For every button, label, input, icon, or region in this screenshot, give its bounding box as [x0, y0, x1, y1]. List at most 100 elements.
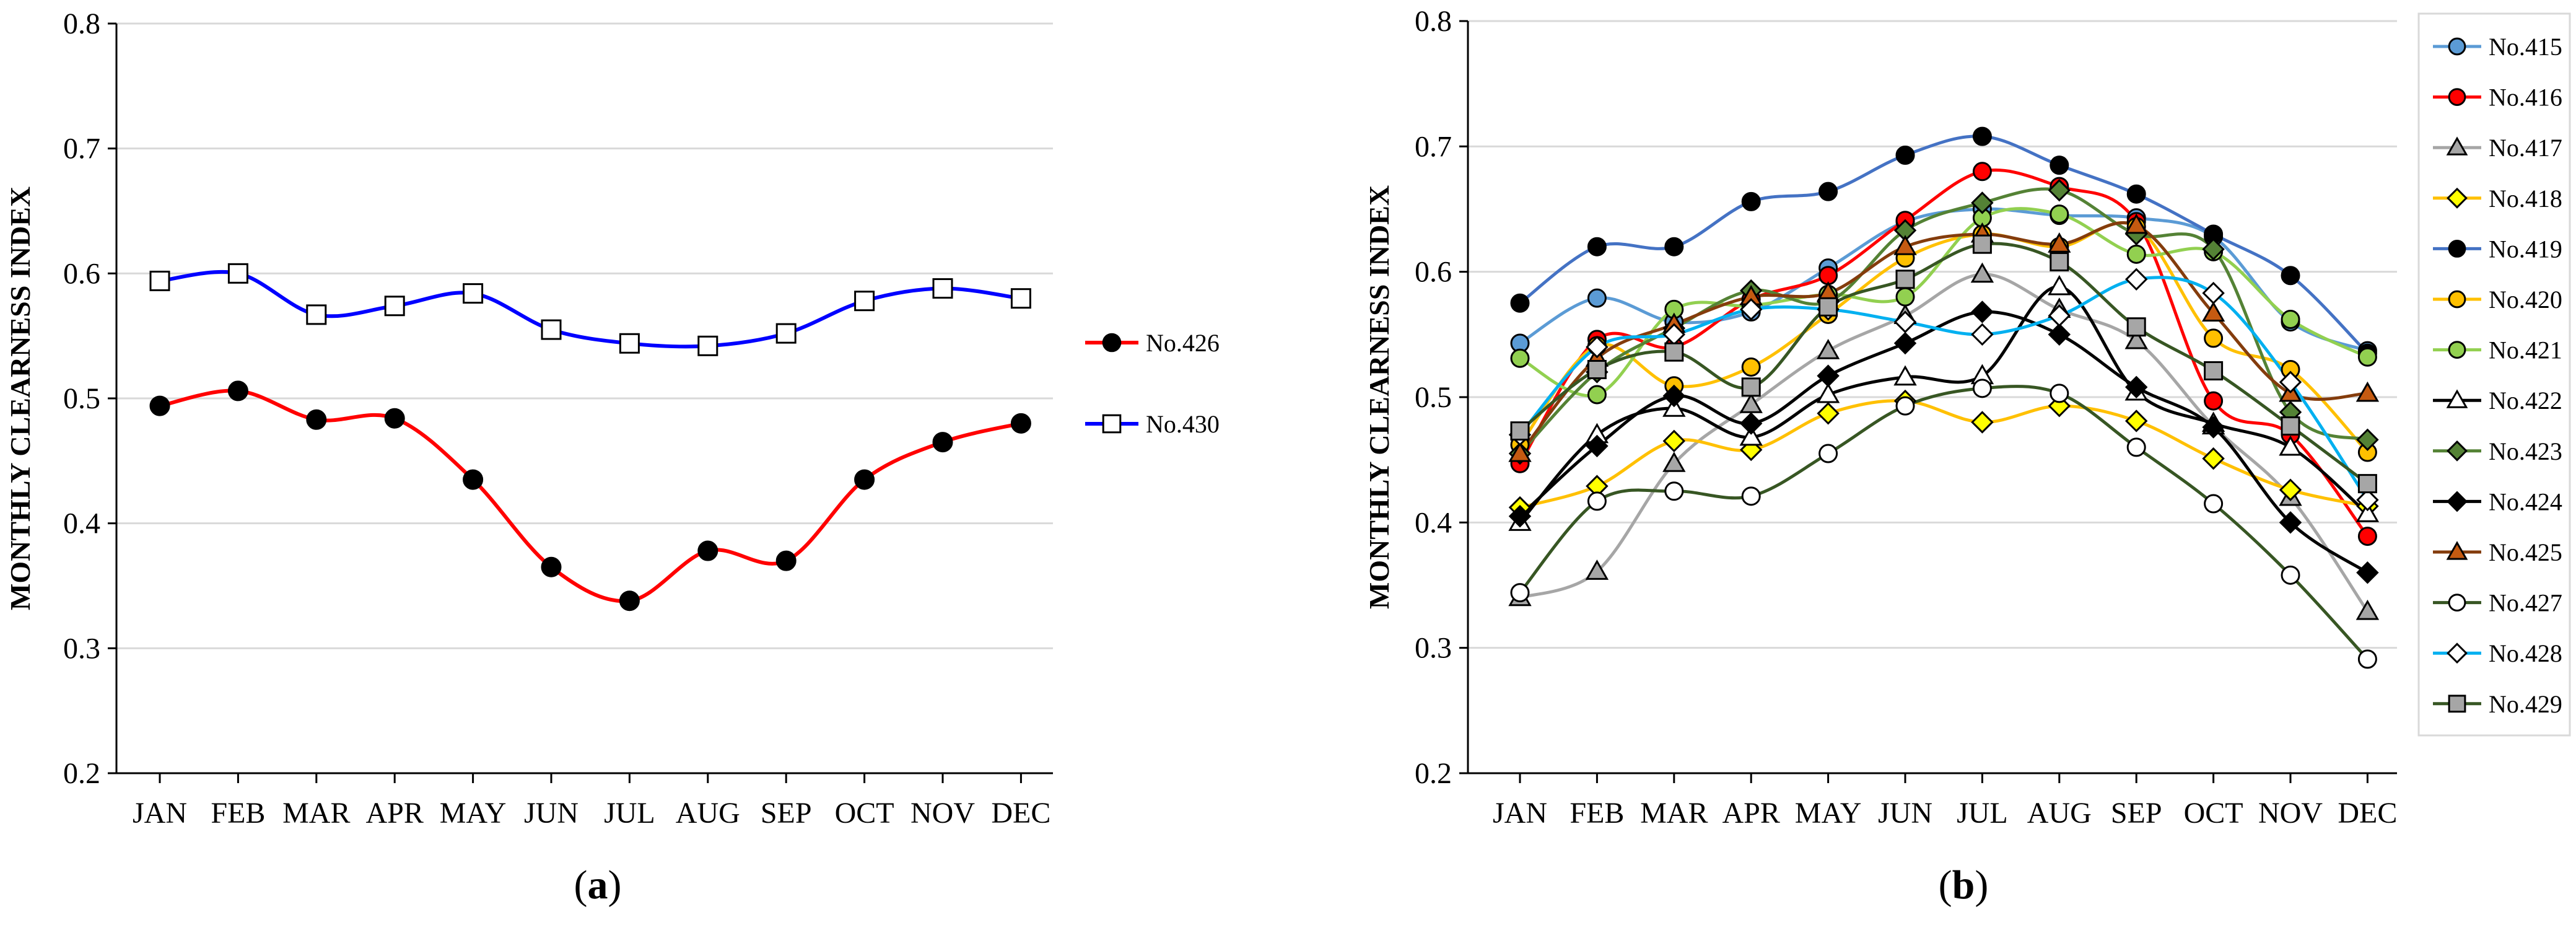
series-line-no429 [1518, 242, 2369, 486]
data-point-no422 [1816, 382, 1840, 403]
data-point-no428 [1739, 298, 1763, 321]
data-point-no425 [2201, 301, 2225, 322]
x-tick-label: NOV [2258, 797, 2323, 830]
panel-label: (b) [1939, 862, 1989, 908]
data-point-no427 [1741, 486, 1761, 506]
legend-swatch-marker [2448, 290, 2466, 309]
legend-swatch-marker [2448, 240, 2466, 258]
series-line-no428 [1518, 276, 2369, 502]
data-point-no427 [2050, 384, 2069, 403]
x-tick-label: JUN [524, 797, 579, 830]
data-point-no424 [1739, 412, 1763, 435]
data-point-no419 [2050, 156, 2069, 175]
data-point-no426 [775, 550, 797, 571]
data-point-no428 [2124, 268, 2148, 291]
series-line-no427 [1518, 385, 2369, 661]
y-tick-label: 0.6 [63, 257, 100, 290]
data-point-no417 [1662, 452, 1686, 472]
data-point-no423 [2202, 238, 2225, 261]
data-point-no427 [1818, 444, 1838, 463]
data-point-no422 [2356, 502, 2380, 522]
y-tick-label: 0.8 [1415, 5, 1452, 38]
data-point-no425 [1508, 441, 1532, 462]
data-point-no430 [932, 278, 953, 299]
legend-swatch-marker [1102, 414, 1122, 434]
data-point-no430 [306, 304, 327, 325]
data-point-no425 [1893, 235, 1917, 255]
x-tick-label: OCT [835, 797, 894, 830]
data-point-no426 [306, 409, 327, 430]
legend-entry-label: No.423 [2489, 437, 2562, 465]
y-axis-title: MONTHLY CLEARNESS INDEX [4, 186, 36, 610]
legend-swatch-marker [2446, 389, 2468, 408]
series-line-no416 [1518, 169, 2369, 538]
series-line-no426 [158, 388, 1023, 603]
data-point-no418 [1817, 402, 1840, 425]
data-point-no421 [1510, 348, 1530, 368]
x-tick-label: MAY [440, 797, 507, 830]
data-point-no424 [1893, 331, 1917, 355]
data-point-no419 [1510, 293, 1530, 313]
legend-entry-label: No.419 [2489, 235, 2562, 263]
data-point-no426 [227, 380, 248, 401]
data-point-no417 [1970, 262, 1994, 283]
y-axis-title: MONTHLY CLEARNESS INDEX [1363, 185, 1395, 609]
legend-entry-label: No.416 [2489, 84, 2562, 112]
x-tick-label: MAY [1795, 797, 1862, 830]
x-tick-label: SEP [2111, 797, 2162, 830]
data-point-no427 [2204, 494, 2224, 514]
series-line-no423 [1518, 187, 2369, 455]
data-point-no419 [1972, 126, 1992, 146]
data-point-no416 [2357, 527, 2377, 546]
data-point-no428 [1971, 323, 1994, 346]
series-line-no424 [1518, 310, 2369, 574]
data-point-no430 [149, 270, 170, 291]
data-point-no420 [2204, 328, 2224, 348]
y-tick-label: 0.5 [1415, 381, 1452, 414]
data-point-no426 [541, 556, 562, 577]
data-point-no428 [2048, 304, 2071, 327]
data-point-no427 [1587, 491, 1607, 511]
data-point-no430 [1010, 288, 1031, 309]
legend-entry-label: No.427 [2489, 589, 2562, 617]
x-tick-label: AUG [676, 797, 740, 830]
data-point-no424 [2279, 511, 2302, 534]
data-point-no429 [1895, 270, 1915, 289]
data-point-no429 [1972, 234, 1992, 254]
data-point-no428 [2279, 370, 2302, 393]
x-tick-label: JUL [1957, 797, 2008, 830]
legend-swatch-marker [1102, 333, 1122, 353]
data-point-no428 [2202, 281, 2225, 305]
legend-entry-label: No.415 [2489, 33, 2562, 61]
data-point-no421 [2126, 244, 2146, 264]
data-point-no428 [2356, 488, 2379, 512]
series-line-no417 [1518, 273, 2369, 613]
data-point-no430 [227, 263, 248, 284]
data-point-no421 [2281, 310, 2300, 330]
panel-label: (a) [574, 862, 622, 908]
x-tick-label: DEC [991, 797, 1050, 830]
data-point-no424 [1971, 300, 1994, 323]
x-tick-label: APR [366, 797, 424, 830]
series-line-no422 [1518, 285, 2369, 524]
data-point-no430 [463, 283, 484, 304]
x-tick-label: FEB [211, 797, 265, 830]
data-point-no430 [854, 291, 875, 312]
y-tick-label: 0.2 [1415, 757, 1452, 790]
data-point-no429 [2204, 361, 2224, 381]
data-point-no424 [1817, 364, 1840, 387]
x-tick-label: MAR [1640, 797, 1708, 830]
data-point-no419 [1895, 145, 1915, 165]
data-point-no423 [1971, 191, 1994, 214]
data-point-no427 [2126, 437, 2146, 457]
data-point-no427 [2357, 649, 2377, 669]
data-point-no417 [2124, 328, 2148, 349]
y-tick-label: 0.8 [63, 7, 100, 40]
data-point-no421 [2050, 204, 2069, 224]
y-tick-label: 0.7 [63, 133, 100, 165]
x-tick-label: AUG [2027, 797, 2092, 830]
y-tick-label: 0.4 [63, 507, 100, 540]
x-tick-label: APR [1722, 797, 1780, 830]
data-point-no424 [1586, 434, 1609, 458]
y-tick-label: 0.3 [63, 632, 100, 665]
